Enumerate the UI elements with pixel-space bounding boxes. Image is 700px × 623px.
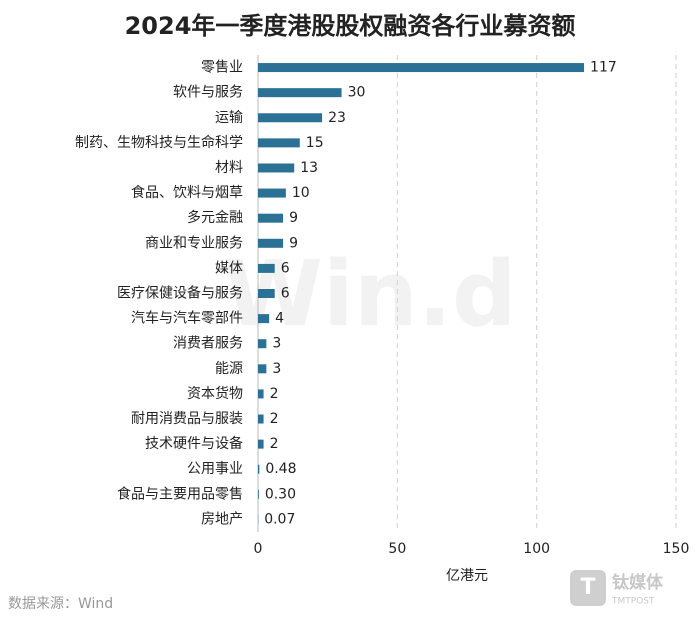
x-tick-label: 50 [388,541,406,557]
x-tick-label: 150 [663,541,690,557]
value-label: 0.48 [265,461,296,477]
bar [258,239,283,248]
bar [258,189,286,198]
value-label: 6 [281,260,290,276]
logo-sub: TMTPOST [611,597,655,607]
x-tick-label: 0 [254,541,263,557]
source: 数据来源：Wind [8,596,113,612]
x-axis-label: 亿港元 [446,568,488,584]
value-label: 0.07 [264,511,295,527]
y-tick-label: 公用事业 [187,461,243,477]
y-tick-label: 运输 [215,110,243,126]
value-label: 2 [270,411,279,427]
bar [258,339,266,348]
bar [258,364,266,373]
y-tick-label: 汽车与汽车零部件 [131,310,243,327]
y-tick-label: 技术硬件与设备 [145,435,243,452]
y-tick-label: 零售业 [201,60,243,76]
bar [258,63,584,72]
y-tick-label: 商业和专业服务 [145,235,243,251]
y-tick-label: 多元金融 [187,209,243,226]
bar [258,314,269,323]
y-tick-label: 耐用消费品与服装 [131,411,243,427]
bar [258,163,294,172]
bar [258,389,264,398]
y-tick-label: 医疗保健设备与服务 [117,285,243,302]
value-label: 2 [270,386,279,402]
value-label: 6 [281,286,290,302]
value-label: 3 [272,336,281,352]
y-tick-label: 制药、生物科技与生命科学 [75,134,243,151]
value-label: 23 [328,110,346,126]
bar [258,264,275,273]
value-label: 0.30 [265,486,296,502]
bar [258,415,264,424]
value-label: 117 [590,60,617,76]
value-label: 13 [300,160,318,176]
value-label: 3 [272,361,281,377]
bar [258,214,283,223]
y-tick-label: 消费者服务 [173,336,243,352]
bar [258,88,342,97]
y-tick-label: 食品、饮料与烟草 [131,184,243,201]
y-tick-label: 资本货物 [187,385,243,402]
value-label: 9 [289,235,298,251]
x-tick-label: 100 [523,541,550,557]
value-label: 10 [292,185,310,201]
bar [258,289,275,298]
y-tick-label: 房地产 [201,511,243,527]
y-tick-label: 能源 [215,361,243,377]
logo: 钛媒体 [612,572,664,593]
bar [258,440,264,449]
y-tick-label: 材料 [215,160,243,176]
value-label: 4 [275,311,284,327]
y-tick-label: 媒体 [215,260,243,276]
bar [258,138,300,147]
y-tick-label: 软件与服务 [173,85,243,101]
value-label: 2 [270,436,279,452]
chart-title: 2024年一季度港股股权融资各行业募资额 [125,12,576,40]
value-label: 9 [289,210,298,226]
value-label: 30 [348,85,366,101]
logo-glyph: T [580,575,595,600]
bar [258,465,259,474]
bar [258,113,322,122]
bar [258,490,259,499]
y-tick-label: 食品与主要用品零售 [117,485,243,502]
value-label: 15 [306,135,324,151]
